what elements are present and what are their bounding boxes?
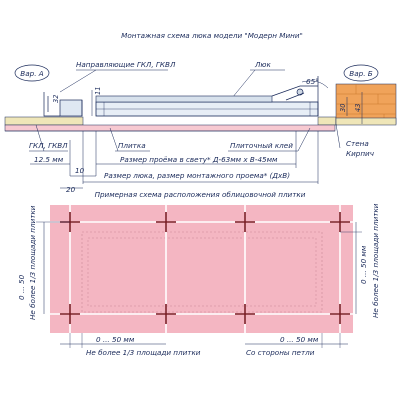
tile-grid <box>50 205 353 333</box>
svg-text:Вар. Б: Вар. Б <box>349 69 372 78</box>
bottom-left-range: 0 ... 50 мм <box>96 335 135 344</box>
dim-20: 20 <box>66 185 76 194</box>
hinge-mechanism <box>271 76 319 116</box>
brick-label: Кирпич <box>346 149 374 158</box>
dim-43: 43 <box>354 104 362 112</box>
gkl-board-left <box>4 116 84 126</box>
opening-clear-label: Размер проёма в свету* Д-63мм х В-45мм <box>120 155 278 164</box>
variant-b-badge: Вар. Б <box>343 64 379 82</box>
left-profile <box>43 92 83 117</box>
bottom-right-range: 0 ... 50 мм <box>280 335 319 344</box>
guides-label: Направляющие ГКЛ, ГКВЛ <box>76 60 176 69</box>
tile-strip <box>4 124 336 132</box>
hatch-size-label: Размер люка, размер монтажного проема* (… <box>104 171 290 180</box>
tile-layout-title: Примерная схема расположения облицовочно… <box>95 190 306 199</box>
dim-30: 30 <box>339 104 347 112</box>
bottom-right-note: Со стороны петли <box>246 348 315 357</box>
hatch-door <box>95 95 273 103</box>
wall-label: Стена <box>346 139 369 148</box>
right-range: 0 ... 50 мм <box>359 245 368 284</box>
dim-12-5: 12.5 мм <box>34 155 64 164</box>
bottom-left-note: Не более 1/3 площади плитки <box>86 348 201 357</box>
left-note: Не более 1/3 площади плитки <box>28 205 37 320</box>
gkl-board-right <box>317 116 337 126</box>
dim-32: 32 <box>52 95 60 103</box>
diagram-title: Монтажная схема люка модели "Модерн Мини… <box>121 31 303 40</box>
hatch-label: Люк <box>254 60 271 69</box>
tile-glue-label: Плиточный клей <box>230 141 293 150</box>
hatch-outline <box>81 231 323 313</box>
left-range: 0 ... 50 <box>17 274 26 300</box>
gkl-label: ГКЛ, ГКВЛ <box>29 141 68 150</box>
dim-10: 10 <box>75 166 85 175</box>
dim-angle: 65° <box>306 77 319 86</box>
svg-text:Вар. А: Вар. А <box>20 69 43 78</box>
dim-11: 11 <box>94 87 102 95</box>
variant-a-badge: Вар. А <box>14 64 50 82</box>
right-note: Не более 1/3 площади плитки <box>371 203 380 318</box>
tile-label: Плитка <box>118 141 146 150</box>
